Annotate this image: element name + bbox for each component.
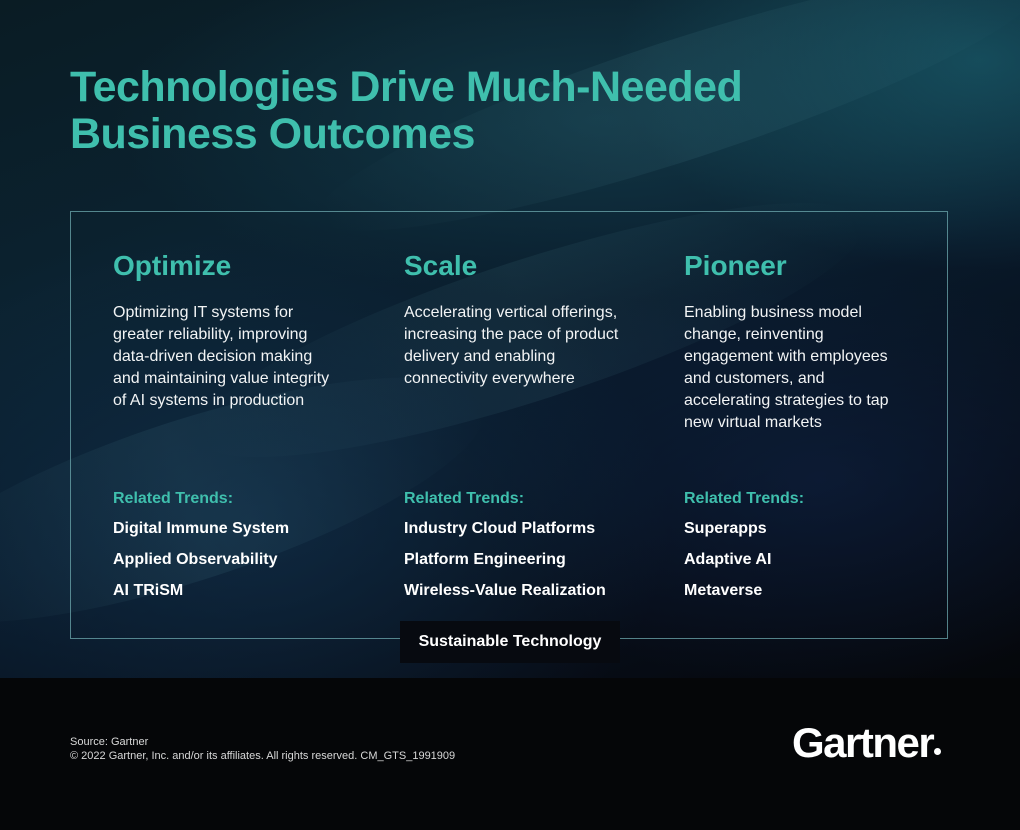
related-trends-pioneer: Related Trends: Superapps Adaptive AI Me… — [684, 489, 934, 612]
trend-item: Wireless-Value Realization — [404, 582, 606, 599]
trend-item: Metaverse — [684, 582, 763, 599]
page-title: Technologies Drive Much-Needed Business … — [70, 63, 743, 158]
trend-list: Digital Immune System Applied Observabil… — [113, 519, 363, 601]
column-description: Enabling business model change, reinvent… — [684, 304, 889, 431]
foundation-label: Sustainable Technology — [400, 621, 620, 663]
trend-list: Superapps Adaptive AI Metaverse — [684, 519, 934, 601]
trend-item: Superapps — [684, 520, 767, 537]
related-trends-label: Related Trends: — [684, 490, 805, 507]
related-trends-scale: Related Trends: Industry Cloud Platforms… — [404, 489, 654, 612]
column-pioneer: Pioneer Enabling business model change, … — [684, 248, 934, 434]
related-trends-label: Related Trends: — [113, 490, 234, 507]
outcomes-panel: Optimize Optimizing IT systems for great… — [70, 211, 948, 639]
gartner-logo: Gartner — [792, 718, 942, 768]
trend-item: Adaptive AI — [684, 551, 772, 568]
related-trends-label: Related Trends: — [404, 490, 525, 507]
trend-item: Platform Engineering — [404, 551, 566, 568]
logo-text: Gartner — [792, 719, 935, 766]
column-description: Accelerating vertical offerings, increas… — [404, 304, 619, 387]
column-heading: Scale — [404, 250, 478, 281]
trend-item: Industry Cloud Platforms — [404, 520, 596, 537]
trend-item: Applied Observability — [113, 551, 278, 568]
related-trends-optimize: Related Trends: Digital Immune System Ap… — [113, 489, 363, 612]
column-description: Optimizing IT systems for greater reliab… — [113, 304, 330, 409]
column-heading: Pioneer — [684, 250, 787, 281]
column-heading: Optimize — [113, 250, 232, 281]
trend-item: AI TRiSM — [113, 582, 184, 599]
copyright-text: © 2022 Gartner, Inc. and/or its affiliat… — [70, 750, 456, 762]
trend-list: Industry Cloud Platforms Platform Engine… — [404, 519, 654, 601]
footer-source: Source: Gartner © 2022 Gartner, Inc. and… — [70, 735, 455, 763]
source-text: Source: Gartner — [70, 736, 149, 748]
trend-item: Digital Immune System — [113, 520, 290, 537]
logo-dot-icon — [934, 748, 942, 755]
column-optimize: Optimize Optimizing IT systems for great… — [113, 248, 363, 412]
column-scale: Scale Accelerating vertical offerings, i… — [404, 248, 654, 390]
hero-background — [0, 0, 1020, 678]
